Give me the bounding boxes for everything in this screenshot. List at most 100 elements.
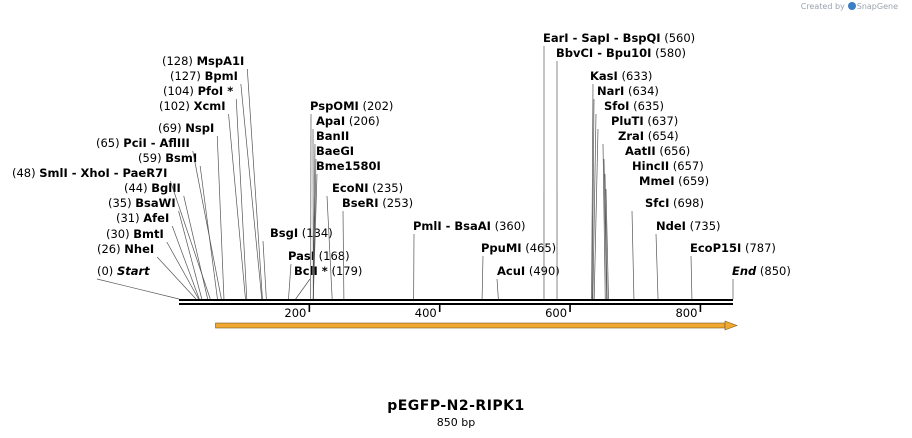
enzyme-label: BclI * (179) — [294, 264, 362, 278]
enzyme-position: (850) — [756, 264, 791, 278]
plasmid-name: pEGFP-N2-RIPK1 — [387, 398, 525, 414]
enzyme-position: (253) — [379, 196, 414, 210]
enzyme-name: ApaI — [316, 114, 345, 128]
enzyme-position: (580) — [651, 46, 686, 60]
enzyme-position: (179) — [328, 264, 363, 278]
enzyme-name: AatII — [625, 144, 656, 158]
enzyme-name: BanII — [316, 129, 349, 143]
enzyme-position: (48) — [12, 166, 39, 180]
enzyme-label: EcoNI (235) — [332, 181, 403, 195]
enzyme-label: BaeGI — [316, 144, 354, 158]
cut-site-line — [156, 256, 197, 300]
axis-tick-label: 200 — [284, 306, 306, 320]
enzyme-position: (104) — [163, 84, 198, 98]
enzyme-label: MmeI (659) — [639, 174, 709, 188]
enzyme-position: (127) — [170, 69, 205, 83]
cut-site-line — [246, 68, 263, 300]
enzyme-label: (0) Start — [97, 264, 150, 278]
enzyme-label: NarI (634) — [597, 84, 659, 98]
enzyme-label: (26) NheI — [97, 242, 154, 256]
cut-site-line — [240, 83, 263, 300]
enzyme-name: EarI - SapI - BspQI — [543, 31, 661, 45]
enzyme-name: BsmI — [165, 151, 197, 165]
enzyme-position: (787) — [741, 241, 776, 255]
enzyme-label: AcuI (490) — [497, 264, 560, 278]
enzyme-name: EcoNI — [332, 181, 368, 195]
enzyme-name: HincII — [632, 159, 669, 173]
enzyme-label: Bme1580I — [316, 159, 381, 173]
enzyme-name: PfoI * — [198, 84, 234, 98]
cut-site-line — [312, 173, 318, 300]
enzyme-position: (560) — [661, 31, 696, 45]
credit-prefix: Created by — [800, 2, 845, 11]
enzyme-position: (637) — [644, 114, 679, 128]
enzyme-name: ZraI — [618, 129, 644, 143]
enzyme-name: PpuMI — [481, 241, 522, 255]
cut-site-line — [326, 195, 333, 300]
enzyme-name: BsgI — [270, 226, 298, 240]
cut-site-line — [603, 158, 607, 300]
enzyme-name: NheI — [124, 242, 154, 256]
enzyme-label: PmlI - BsaAI (360) — [413, 219, 526, 233]
enzyme-name: SmlI - XhoI - PaeR7I — [39, 166, 167, 180]
enzyme-label: BsgI (134) — [270, 226, 333, 240]
enzyme-name: End — [732, 264, 757, 278]
credit-brand: SnapGene — [856, 2, 898, 11]
enzyme-label: HincII (657) — [632, 159, 704, 173]
enzyme-label: KasI (633) — [590, 69, 652, 83]
enzyme-position: (65) — [96, 136, 123, 150]
cut-site-line — [171, 225, 200, 300]
cut-site-line — [166, 241, 199, 300]
enzyme-label: End (850) — [732, 264, 791, 278]
enzyme-name: BglII — [151, 181, 181, 195]
enzyme-position: (59) — [138, 151, 165, 165]
enzyme-label: (104) PfoI * — [163, 84, 233, 98]
enzyme-position: (30) — [106, 227, 133, 241]
cut-site-line — [192, 150, 222, 300]
enzyme-name: Bme1580I — [316, 159, 381, 173]
enzyme-label: (128) MspA1I — [162, 54, 244, 68]
enzyme-position: (735) — [686, 219, 721, 233]
cut-site-line — [481, 255, 484, 300]
enzyme-name: PciI - AflIII — [123, 136, 190, 150]
cut-site-line — [591, 98, 595, 300]
cut-site-line — [592, 113, 597, 300]
enzyme-label: ZraI (654) — [618, 129, 679, 143]
enzyme-position: (633) — [618, 69, 653, 83]
enzyme-name: BmtI — [133, 227, 164, 241]
enzyme-position: (128) — [162, 54, 197, 68]
cut-site-line — [655, 233, 659, 300]
cut-site-line — [96, 278, 180, 300]
enzyme-label: EcoP15I (787) — [690, 241, 776, 255]
enzyme-name: NspI — [185, 121, 214, 135]
cut-site-line — [216, 135, 225, 300]
enzyme-label: ApaI (206) — [316, 114, 380, 128]
enzyme-label: PspOMI (202) — [310, 99, 393, 113]
cut-site-line — [342, 210, 345, 300]
enzyme-name: PasI — [288, 249, 315, 263]
enzyme-label: PpuMI (465) — [481, 241, 556, 255]
axis-tick-label: 600 — [545, 306, 567, 320]
cut-site-line — [262, 240, 267, 300]
restriction-map: (0) Start(26) NheI(30) BmtI(31) AfeI(35)… — [12, 31, 791, 331]
plasmid-size: 850 bp — [436, 416, 476, 429]
enzyme-label: SfoI (635) — [604, 99, 664, 113]
enzyme-name: MspA1I — [197, 54, 245, 68]
enzyme-name: Start — [117, 264, 150, 278]
cut-site-line — [602, 143, 606, 300]
enzyme-label: (48) SmlI - XhoI - PaeR7I — [12, 166, 167, 180]
enzyme-label: BbvCI - Bpu10I (580) — [556, 46, 686, 60]
enzyme-position: (102) — [159, 99, 194, 113]
cut-site-line — [591, 83, 594, 300]
enzyme-label: (102) XcmI — [159, 99, 226, 113]
cut-site-line — [605, 188, 609, 300]
enzyme-name: MmeI — [639, 174, 675, 188]
cut-site-line — [593, 128, 599, 300]
enzyme-position: (235) — [368, 181, 403, 195]
enzyme-name: PspOMI — [310, 99, 359, 113]
enzyme-position: (635) — [629, 99, 664, 113]
enzyme-label: (35) BsaWI — [108, 196, 176, 210]
enzyme-label: EarI - SapI - BspQI (560) — [543, 31, 695, 45]
enzyme-position: (490) — [525, 264, 560, 278]
cut-site-line — [631, 210, 635, 300]
